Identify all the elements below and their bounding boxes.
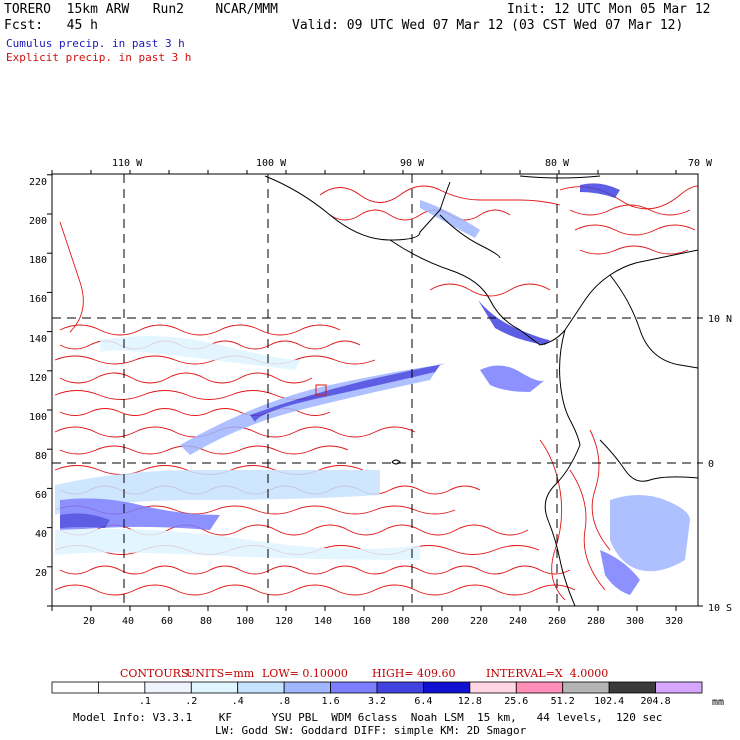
bottom-tick-label: 220: [470, 616, 488, 627]
bottom-tick-label: 200: [431, 616, 449, 627]
colorbar-label: 3.2: [368, 696, 386, 707]
colorbar-label: .4: [232, 696, 244, 707]
colorbar-swatch: [376, 681, 424, 694]
bottom-tick-label: 140: [314, 616, 332, 627]
bottom-tick-label: 100: [236, 616, 254, 627]
colorbar-swatch: [562, 681, 610, 694]
colorbar-swatch: [237, 681, 285, 694]
left-tick-label: 60: [35, 490, 47, 501]
colorbar-swatch: [423, 681, 471, 694]
colorbar-label: 1.6: [322, 696, 340, 707]
header-init: Init: 12 UTC Mon 05 Mar 12: [507, 2, 711, 17]
bottom-tick-label: 20: [83, 616, 95, 627]
bottom-tick-label: 60: [161, 616, 173, 627]
colorbar-swatch: [98, 681, 146, 694]
contour-high: HIGH= 409.60: [372, 667, 456, 680]
header-title: TORERO 15km ARW Run2 NCAR/MMM: [4, 2, 278, 17]
left-tick-label: 120: [29, 373, 47, 384]
legend-explicit: Explicit precip. in past 3 h: [6, 51, 192, 64]
colorbar-unit: mm: [712, 697, 724, 708]
colorbar-label: 204.8: [641, 696, 671, 707]
lon-label-90w: 90 W: [400, 158, 425, 169]
colorbar-label: 102.4: [594, 696, 624, 707]
coastlines: [264, 175, 698, 606]
colorbar-swatch: [144, 681, 192, 694]
bottom-tick-label: 320: [665, 616, 683, 627]
bottom-tick-label: 160: [353, 616, 371, 627]
contour-units: UNITS=mm: [186, 667, 255, 680]
axis-ticks: [47, 170, 703, 611]
footer-physics: LW: Godd SW: Goddard DIFF: simple KM: 2D…: [215, 724, 527, 737]
left-tick-label: 140: [29, 334, 47, 345]
contour-interval: INTERVAL=X 4.0000: [486, 667, 609, 680]
bottom-tick-label: 300: [626, 616, 644, 627]
colorbar-label: .2: [185, 696, 197, 707]
bottom-tick-label: 240: [509, 616, 527, 627]
bottom-tick-label: 260: [548, 616, 566, 627]
colorbar-swatch: [330, 681, 378, 694]
colorbar-label: .8: [278, 696, 290, 707]
plot-frame: [51, 173, 699, 607]
left-tick-label: 80: [35, 451, 47, 462]
colorbar-labels: .1 .2 .4 .8 1.6 3.2 6.4 12.8 25.6 51.2 102.4 204.8: [139, 696, 671, 707]
colorbar-swatch: [51, 681, 99, 694]
colorbar-label: 25.6: [504, 696, 528, 707]
lon-label-80w: 80 W: [545, 158, 570, 169]
bottom-tick-label: 40: [122, 616, 134, 627]
colorbar: [51, 681, 703, 694]
left-tick-labels: 220 200 180 160 140 120 100 80 60 40 20: [29, 177, 47, 579]
colorbar-swatch: [469, 681, 517, 694]
left-tick-label: 40: [35, 529, 47, 540]
bottom-tick-label: 280: [587, 616, 605, 627]
header-valid: Valid: 09 UTC Wed 07 Mar 12 (03 CST Wed …: [292, 18, 684, 33]
colorbar-label: .1: [139, 696, 151, 707]
left-tick-label: 100: [29, 412, 47, 423]
lat-label-10n: 10 N: [708, 314, 732, 325]
header-forecast: Fcst: 45 h: [4, 18, 98, 33]
lon-label-70w: 70 W: [688, 158, 713, 169]
left-tick-label: 180: [29, 255, 47, 266]
bottom-tick-label: 120: [275, 616, 293, 627]
map-content: [52, 174, 698, 606]
colorbar-label: 12.8: [458, 696, 482, 707]
footer-model-info: Model Info: V3.3.1 KF YSU PBL WDM 6class…: [73, 711, 663, 724]
lat-label-10s: 10 S: [708, 603, 732, 614]
left-tick-label: 200: [29, 216, 47, 227]
colorbar-label: 6.4: [414, 696, 432, 707]
colorbar-label: 51.2: [551, 696, 575, 707]
cumulus-precip-shading: [55, 183, 690, 595]
left-tick-label: 160: [29, 294, 47, 305]
lon-label-110w: 110 W: [112, 158, 143, 169]
contour-label: CONTOURS:: [120, 667, 193, 680]
lon-label-100w: 100 W: [256, 158, 287, 169]
colorbar-swatch: [515, 681, 564, 694]
colorbar-swatch: [190, 681, 239, 694]
contour-low: LOW= 0.10000: [262, 667, 348, 680]
bottom-tick-labels: 20 40 60 80 100 120 140 160 180 200 220 …: [83, 616, 683, 627]
bottom-tick-label: 80: [200, 616, 212, 627]
colorbar-swatch: [608, 681, 656, 694]
graticule: [52, 174, 698, 606]
left-tick-label: 220: [29, 177, 47, 188]
lat-label-0: 0: [708, 459, 714, 470]
colorbar-swatch: [283, 681, 331, 694]
left-tick-label: 20: [35, 568, 47, 579]
colorbar-swatch: [655, 681, 703, 694]
legend-cumulus: Cumulus precip. in past 3 h: [6, 37, 185, 50]
bottom-tick-label: 180: [392, 616, 410, 627]
